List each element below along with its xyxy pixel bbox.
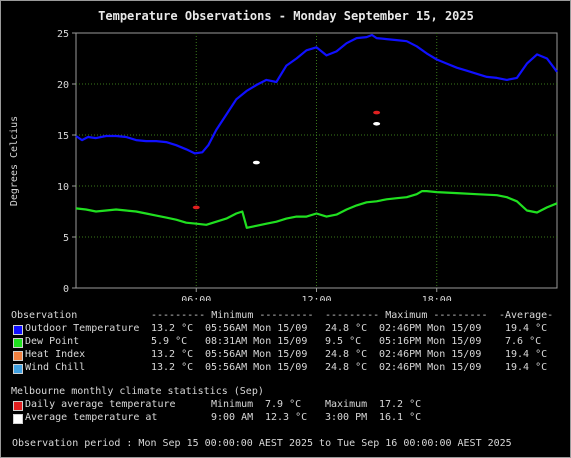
legend-max: 24.8 °C	[325, 349, 368, 360]
legend-row: Dew Point 5.9 °C 08:31AM Mon 15/09 9.5 °C 05…	[9, 336, 565, 349]
legend-row: Outdoor Temperature 13.2 °C 05:56AM Mon 15…	[9, 323, 565, 336]
climate-marker	[192, 205, 200, 210]
legend-header-average: -Average-	[499, 310, 554, 321]
climate-label: Average temperature at	[25, 412, 158, 423]
series-line-dew-point	[75, 190, 558, 229]
climate-max-value: 17.2 °C	[379, 399, 422, 410]
climate-marker	[373, 121, 381, 126]
y-axis-ticks: 0 5 10 15 20 25	[57, 29, 76, 295]
legend-max-time: 02:46PM Mon 15/09	[379, 349, 482, 360]
legend-header: Observation --------- Minimum --------- …	[9, 310, 565, 323]
legend-label: Wind Chill	[25, 362, 86, 373]
series-lines	[75, 33, 558, 229]
legend-swatch	[13, 364, 23, 374]
legend-max-time: 05:16PM Mon 15/09	[379, 336, 482, 347]
legend-min-time: 05:56AM Mon 15/09	[205, 323, 308, 334]
series-line-outdoor-temperature	[75, 33, 558, 155]
climate-statistics: Melbourne monthly climate statistics (Se…	[9, 386, 565, 425]
legend-max: 9.5 °C	[325, 336, 362, 347]
climate-max-label: Maximum	[325, 399, 368, 410]
climate-min-value: 12.3 °C	[265, 412, 308, 423]
climate-marker	[373, 110, 381, 115]
legend-swatch	[13, 351, 23, 361]
climate-min-label: 9:00 AM	[211, 412, 254, 423]
grid-lines	[76, 33, 557, 288]
legend-min: 13.2 °C	[151, 323, 194, 334]
climate-max-label: 3:00 PM	[325, 412, 368, 423]
x-tick-label: 12:00	[301, 295, 331, 301]
x-tick-label: 18:00	[422, 295, 452, 301]
legend-row: Heat Index 13.2 °C 05:56AM Mon 15/09 24.8 °…	[9, 349, 565, 362]
y-tick-label: 0	[63, 284, 69, 295]
y-tick-label: 20	[57, 80, 69, 91]
legend-avg: 19.4 °C	[505, 349, 548, 360]
y-axis-label: Degrees Celcius	[9, 116, 20, 206]
climate-min-label: Minimum	[211, 399, 254, 410]
y-tick-label: 25	[57, 29, 69, 40]
legend-label: Outdoor Temperature	[25, 323, 140, 334]
climate-swatch	[13, 401, 23, 411]
legend-min: 13.2 °C	[151, 349, 194, 360]
climate-max-value: 16.1 °C	[379, 412, 422, 423]
climate-marker	[252, 160, 260, 165]
legend-min: 13.2 °C	[151, 362, 194, 373]
legend-min: 5.9 °C	[151, 336, 188, 347]
legend-header-maximum: --------- Maximum ---------	[325, 310, 488, 321]
legend-min-time: 05:56AM Mon 15/09	[205, 362, 308, 373]
y-tick-label: 5	[63, 233, 69, 244]
temperature-chart: Temperature Observations - Monday Septem…	[9, 9, 558, 301]
climate-swatch	[13, 414, 23, 424]
legend-swatch	[13, 325, 23, 335]
legend-label: Dew Point	[25, 336, 80, 347]
climate-row: Average temperature at 9:00 AM 12.3 °C 3:00…	[9, 412, 565, 425]
x-axis-ticks: 06:00 12:00 18:00	[181, 288, 452, 301]
legend-avg: 19.4 °C	[505, 362, 548, 373]
legend-label: Heat Index	[25, 349, 86, 360]
legend-min-time: 05:56AM Mon 15/09	[205, 349, 308, 360]
legend-max-time: 02:46PM Mon 15/09	[379, 362, 482, 373]
climate-header-text: Melbourne monthly climate statistics (Se…	[11, 386, 264, 397]
y-tick-label: 10	[57, 182, 69, 193]
y-tick-label: 15	[57, 131, 69, 142]
climate-min-value: 7.9 °C	[265, 399, 302, 410]
observation-period: Observation period : Mon Sep 15 00:00:00…	[12, 438, 512, 449]
climate-label: Daily average temperature	[25, 399, 176, 410]
climate-row: Daily average temperature Minimum 7.9 °C Ma…	[9, 399, 565, 412]
legend-swatch	[13, 338, 23, 348]
legend-max-time: 02:46PM Mon 15/09	[379, 323, 482, 334]
legend-min-time: 08:31AM Mon 15/09	[205, 336, 308, 347]
observation-legend: Observation --------- Minimum --------- …	[9, 310, 565, 375]
climate-header: Melbourne monthly climate statistics (Se…	[9, 386, 565, 399]
legend-max: 24.8 °C	[325, 323, 368, 334]
x-tick-label: 06:00	[181, 295, 211, 301]
legend-max: 24.8 °C	[325, 362, 368, 373]
chart-title: Temperature Observations - Monday Septem…	[98, 9, 474, 23]
legend-header-minimum: --------- Minimum ---------	[151, 310, 314, 321]
climate-markers	[192, 110, 381, 210]
legend-avg: 7.6 °C	[505, 336, 542, 347]
legend-header-observation: Observation	[11, 310, 78, 321]
legend-avg: 19.4 °C	[505, 323, 548, 334]
legend-row: Wind Chill 13.2 °C 05:56AM Mon 15/09 24.8 °…	[9, 362, 565, 375]
